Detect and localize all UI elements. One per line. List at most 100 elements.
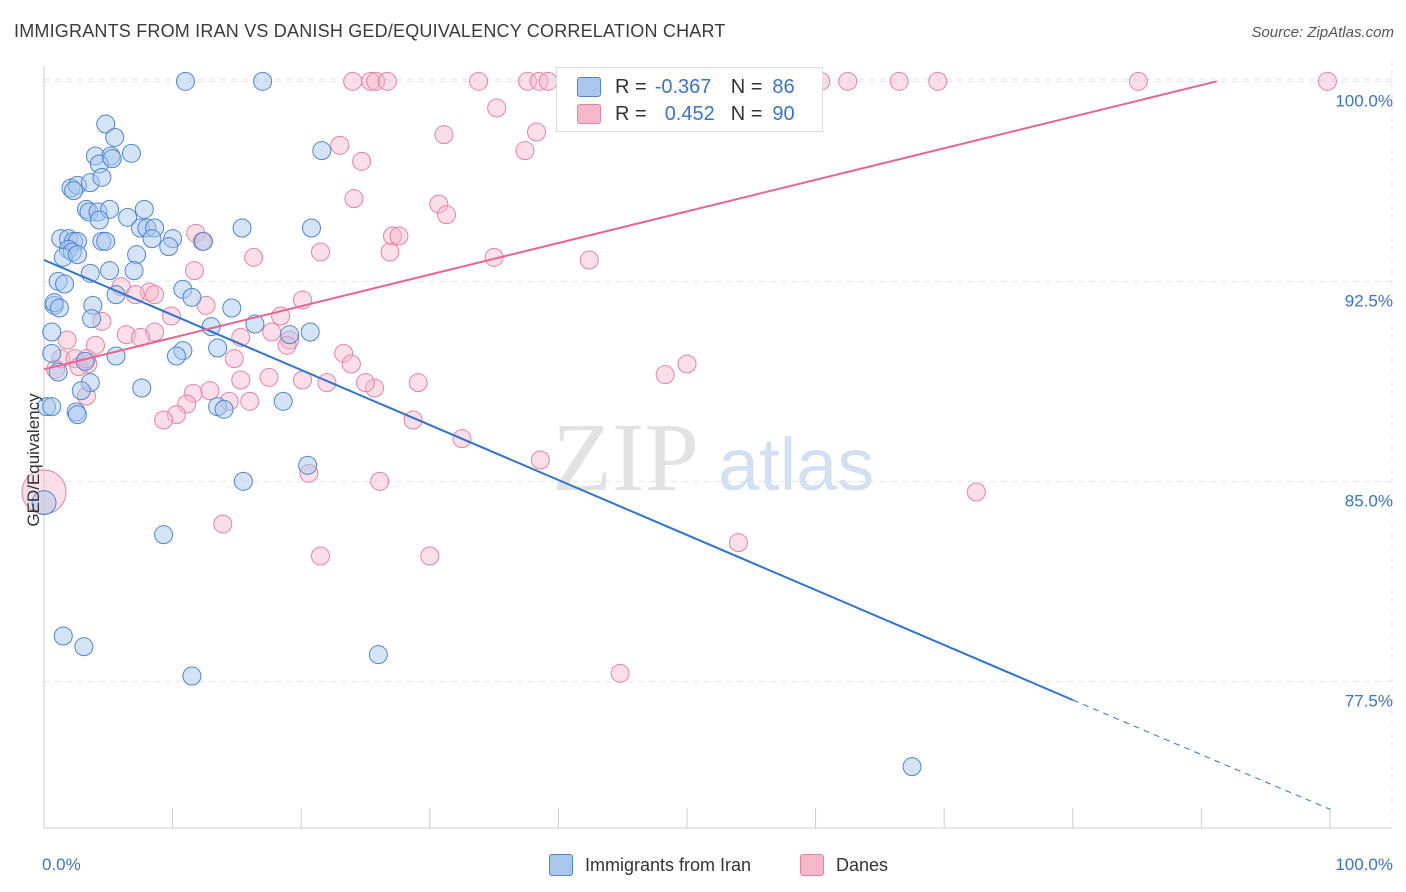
iran-n-label: N = — [730, 75, 763, 98]
danes-point — [408, 373, 428, 393]
iran-point — [42, 397, 62, 417]
danes-point — [259, 367, 279, 387]
danes-point — [184, 261, 204, 281]
iran-point — [71, 381, 91, 401]
danes-point — [370, 471, 390, 491]
danes-point — [166, 405, 186, 425]
iran-point — [182, 287, 202, 307]
iran-trend-line — [43, 259, 1074, 701]
danes-point — [383, 226, 403, 246]
danes-point — [889, 71, 909, 91]
danes-point — [154, 410, 174, 430]
iran-point — [312, 141, 332, 161]
iran-point — [49, 298, 69, 318]
danes-point — [518, 71, 538, 91]
danes-point — [161, 306, 181, 326]
iran-point — [105, 127, 125, 147]
danes-point — [469, 71, 489, 91]
iran-point — [118, 207, 138, 227]
danes-point — [356, 373, 375, 393]
legend-iran-swatch — [549, 854, 573, 876]
danes-trend-line — [43, 80, 1218, 371]
danes-point — [527, 122, 547, 142]
iran-point — [74, 637, 94, 657]
stats-row-danes: R = 0.452 N = 90 — [577, 101, 795, 127]
danes-point — [966, 482, 986, 502]
stats-row-iran: R = -0.367 N = 86 — [577, 74, 795, 100]
iran-point — [298, 455, 318, 475]
iran-point — [154, 525, 174, 545]
trend-lines — [43, 80, 1331, 810]
danes-point — [310, 546, 330, 566]
iran-point — [193, 231, 213, 251]
iran-point — [134, 199, 154, 219]
danes-point — [677, 354, 697, 374]
danes-point — [200, 381, 220, 401]
iran-point — [55, 274, 75, 294]
x-tick-label: 100.0% — [1335, 855, 1393, 874]
legend: Immigrants from Iran Danes — [0, 852, 1406, 878]
danes-point — [231, 370, 251, 390]
danes-point — [515, 141, 535, 161]
danes-point — [213, 514, 233, 534]
danes-point — [262, 322, 282, 342]
tick-labels: 77.5% 85.0% 92.5% 100.0% 0.0% 100.0% — [42, 91, 1393, 874]
iran-point — [67, 405, 87, 425]
legend-danes-swatch — [800, 854, 824, 876]
danes-point — [330, 135, 350, 155]
iran-trend-extension — [1072, 699, 1331, 810]
danes-n-value: 90 — [772, 102, 795, 125]
iran-point — [208, 338, 228, 358]
iran-point — [233, 471, 253, 491]
iran-point — [82, 309, 102, 329]
watermark: ZIP atlas — [552, 404, 874, 512]
danes-point — [139, 282, 159, 302]
danes-point — [334, 343, 354, 363]
legend-item-iran[interactable]: Immigrants from Iran — [549, 852, 751, 878]
danes-point — [377, 71, 397, 91]
iran-point — [368, 645, 388, 665]
iran-point — [175, 71, 195, 91]
legend-iran-label: Immigrants from Iran — [585, 854, 752, 875]
danes-point — [380, 242, 400, 262]
iran-r-value: -0.367 — [654, 75, 712, 98]
danes-point — [530, 450, 550, 470]
danes-point — [366, 71, 386, 91]
danes-point — [420, 546, 440, 566]
iran-point — [42, 322, 62, 342]
danes-point — [434, 125, 454, 145]
iran-point — [253, 71, 273, 91]
danes-point — [429, 194, 449, 214]
iran-point — [214, 399, 234, 419]
iran-point — [132, 378, 152, 398]
iran-r-label: R = — [615, 75, 647, 98]
danes-point — [240, 391, 260, 411]
danes-swatch — [577, 104, 601, 124]
y-tick-label: 100.0% — [1335, 91, 1393, 110]
danes-point — [177, 394, 197, 414]
danes-point — [928, 71, 948, 91]
watermark-atlas: atlas — [718, 423, 874, 506]
iran-point — [124, 261, 144, 281]
legend-item-danes[interactable]: Danes — [800, 852, 888, 878]
axes — [43, 66, 1392, 829]
source-label: Source: ZipAtlas.com — [1251, 24, 1394, 41]
danes-point — [145, 322, 165, 342]
y-axis-label: GED/Equivalency — [24, 393, 43, 527]
danes-point — [183, 383, 203, 403]
iran-point — [127, 245, 147, 265]
y-tick-label: 77.5% — [1345, 691, 1393, 710]
danes-point — [344, 189, 364, 209]
danes-point — [389, 226, 409, 246]
danes-n-label: N = — [730, 102, 763, 125]
iran-point — [64, 181, 84, 201]
danes-point — [310, 242, 330, 262]
danes-point — [361, 71, 381, 91]
danes-point — [1317, 71, 1337, 91]
danes-point — [224, 349, 244, 369]
danes-point — [116, 325, 136, 345]
iran-point — [280, 325, 300, 345]
danes-point — [343, 71, 363, 91]
iran-point — [53, 626, 73, 646]
danes-points — [21, 71, 1337, 683]
